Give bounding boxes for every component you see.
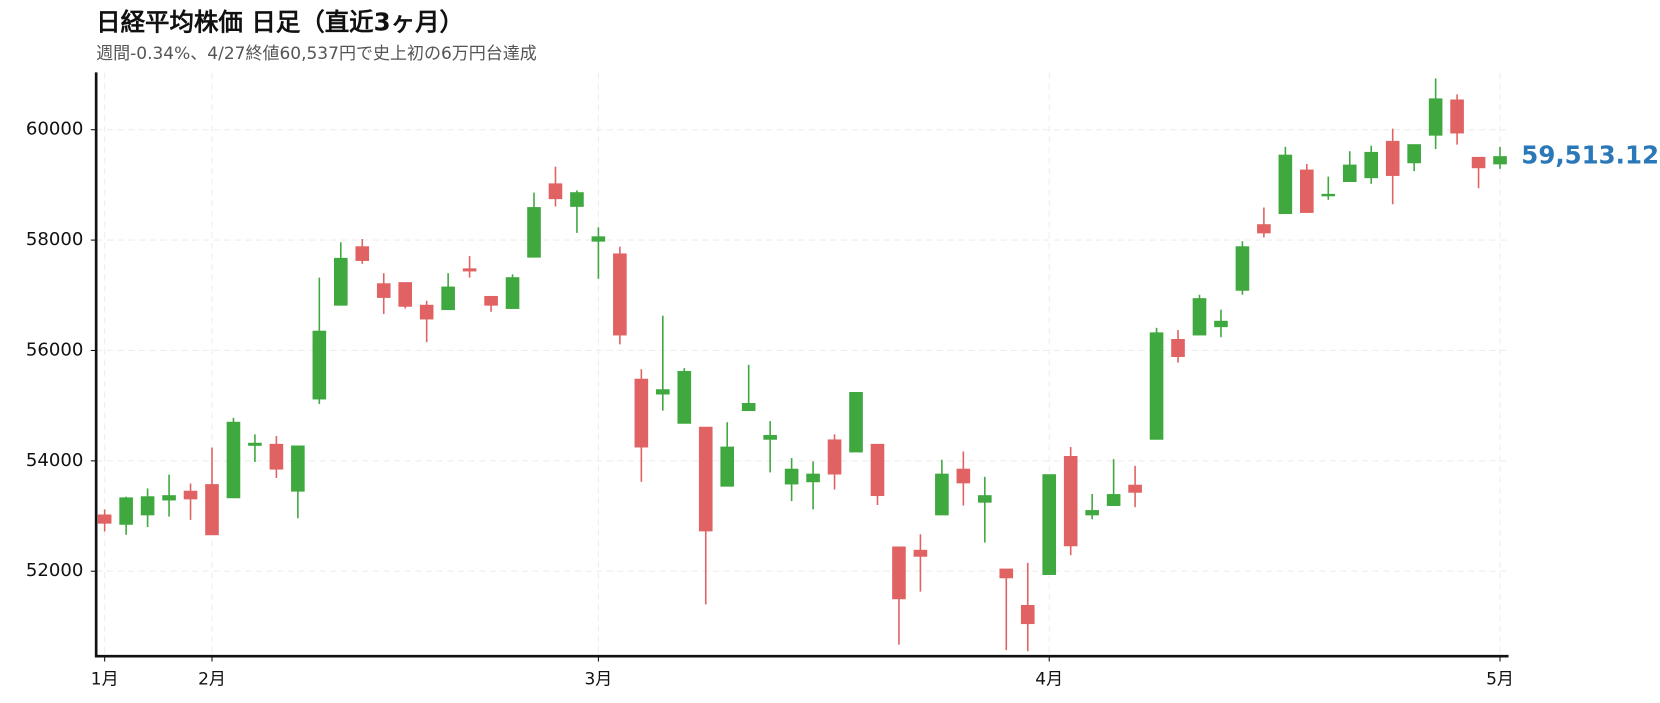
x-tick-label: 4月 xyxy=(1035,670,1063,690)
x-tick-label: 2月 xyxy=(198,670,226,690)
candle-body xyxy=(484,295,498,306)
candle-body xyxy=(1450,99,1464,134)
candle-body xyxy=(784,468,799,485)
candle-body xyxy=(162,495,176,501)
candle-body xyxy=(376,283,391,298)
candle-body xyxy=(548,183,563,200)
candle-body xyxy=(119,497,133,525)
x-tick-label: 5月 xyxy=(1486,670,1514,690)
candle-body xyxy=(248,442,262,446)
candle-body xyxy=(656,389,670,395)
candle-body xyxy=(1149,332,1164,440)
x-tick-label: 3月 xyxy=(584,670,612,690)
candle-body xyxy=(1385,140,1400,176)
candle-body xyxy=(978,495,992,503)
candle-body xyxy=(462,268,477,272)
candle-body xyxy=(1428,98,1443,136)
y-tick-label: 58000 xyxy=(26,229,84,250)
candle-body xyxy=(806,473,820,483)
candle-body xyxy=(849,391,863,453)
candle-body xyxy=(505,277,520,309)
candle-body xyxy=(956,468,971,484)
y-tick-label: 60000 xyxy=(26,119,84,140)
candle-body xyxy=(1214,320,1228,328)
candle-body xyxy=(269,443,284,470)
candle-body xyxy=(527,207,541,258)
candle-body xyxy=(1085,510,1099,516)
candle-body xyxy=(1257,224,1271,234)
candle-body xyxy=(913,549,928,557)
candle-body xyxy=(1063,456,1078,547)
candle-body xyxy=(1278,154,1293,215)
candle-body xyxy=(591,236,606,242)
candle-body xyxy=(741,403,756,412)
candle-body xyxy=(613,253,627,336)
candle-body xyxy=(1042,474,1057,575)
candle-body xyxy=(999,568,1014,579)
candle-body xyxy=(205,484,219,536)
last-price-label: 59,513.12 xyxy=(1521,141,1659,170)
candle-body xyxy=(97,514,112,524)
candle-body xyxy=(1106,494,1121,506)
chart-subtitle: 週間-0.34%、4/27終値60,537円で史上初の6万円台達成 xyxy=(96,44,537,64)
candle-body xyxy=(634,378,649,448)
candle-body xyxy=(140,496,155,516)
candle-body xyxy=(1300,169,1314,213)
candle-body xyxy=(419,304,434,320)
candle-body xyxy=(333,257,348,306)
candle-body xyxy=(892,546,906,600)
candle-body xyxy=(1471,156,1486,169)
candle-body xyxy=(1407,144,1421,164)
candle-body xyxy=(1235,246,1250,291)
candle-body xyxy=(827,439,842,475)
candle-body xyxy=(226,421,241,499)
y-tick-label: 54000 xyxy=(26,450,84,471)
candle-body xyxy=(763,435,777,440)
candle-body xyxy=(291,445,305,492)
candle-body xyxy=(935,473,949,516)
candle-body xyxy=(1493,156,1507,165)
candle-body xyxy=(1128,484,1142,493)
candle-body xyxy=(677,371,692,424)
chart-title: 日経平均株価 日足（直近3ヶ月） xyxy=(96,7,464,36)
candle-body xyxy=(398,282,413,307)
candle-body xyxy=(1342,164,1357,183)
candle-body xyxy=(183,490,198,500)
candle-body xyxy=(1192,298,1207,336)
candle-body xyxy=(1321,193,1336,197)
candle-body xyxy=(570,192,584,207)
y-tick-label: 52000 xyxy=(26,560,84,581)
y-tick-label: 56000 xyxy=(26,339,84,360)
candle-body xyxy=(870,443,885,497)
candle-body xyxy=(1020,605,1035,625)
candle-body xyxy=(441,286,455,311)
candle-body xyxy=(355,246,370,261)
candle-body xyxy=(698,426,713,532)
candle-body xyxy=(720,446,735,487)
x-tick-label: 1月 xyxy=(91,670,119,690)
candle-body xyxy=(1364,151,1379,179)
candle-body xyxy=(1171,339,1185,357)
candle-body xyxy=(312,330,327,400)
